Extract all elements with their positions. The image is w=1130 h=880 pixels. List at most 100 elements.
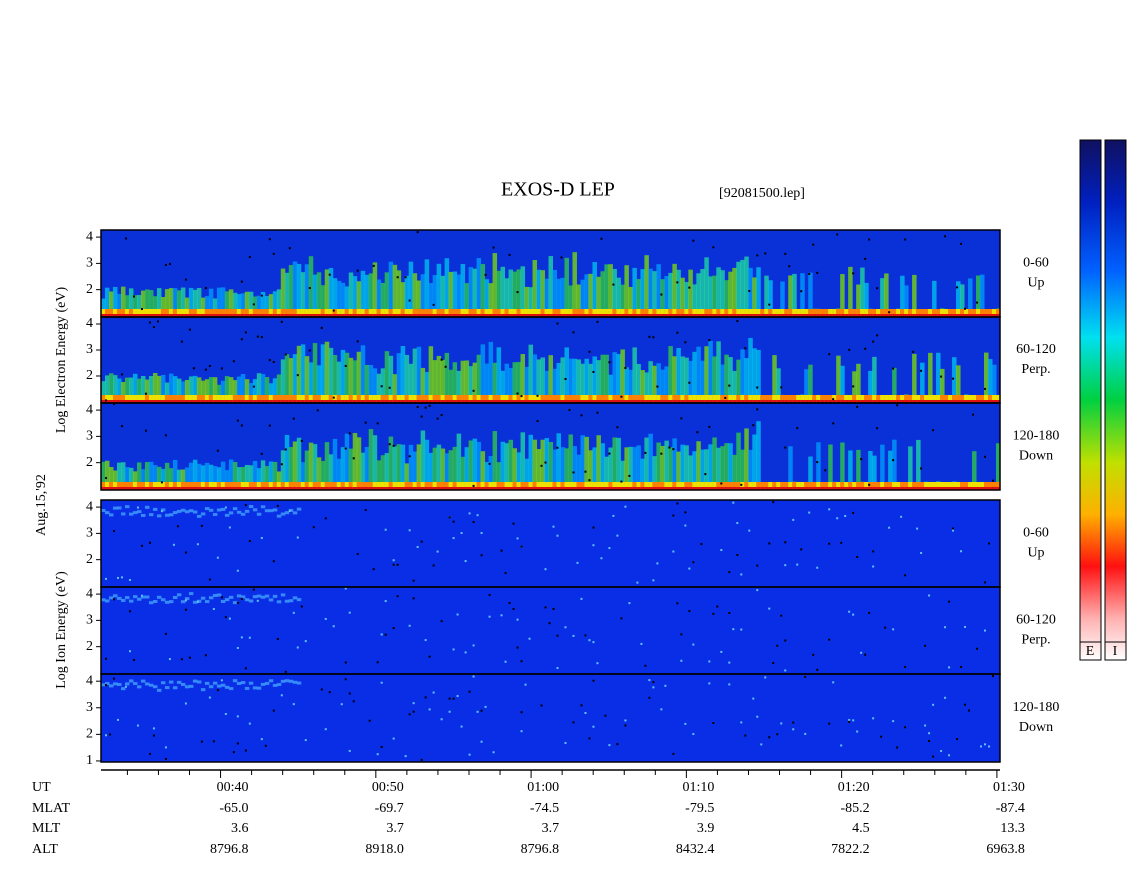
spectrogram-cell bbox=[852, 395, 857, 400]
row-value: 6963.8 bbox=[986, 842, 1025, 857]
spectrogram-cell bbox=[260, 294, 263, 297]
spectrogram-cell bbox=[388, 436, 394, 490]
spectrogram-cell bbox=[116, 482, 122, 487]
spectrogram-cell bbox=[448, 697, 451, 700]
ion-ylabel: Log Ion Energy (eV) bbox=[54, 571, 69, 689]
spectrogram-cell bbox=[956, 286, 959, 289]
spectrogram-cell bbox=[636, 581, 639, 584]
spectrogram-cell bbox=[252, 487, 258, 490]
spectrogram-cell bbox=[904, 574, 907, 577]
spectrogram-cell bbox=[728, 443, 733, 490]
spectrogram-cell bbox=[460, 487, 466, 490]
spectrogram-cell bbox=[768, 400, 773, 403]
spectrogram-cell bbox=[280, 482, 286, 487]
spectrogram-cell bbox=[296, 400, 302, 403]
spectrogram-cell bbox=[460, 456, 466, 490]
spectrogram-cell bbox=[452, 400, 458, 403]
spectrogram-cell bbox=[248, 505, 254, 509]
spectrogram-cell bbox=[424, 487, 430, 490]
spectrogram-cell bbox=[400, 282, 406, 317]
spectrogram-cell bbox=[400, 309, 406, 314]
spectrogram-cell bbox=[964, 703, 967, 706]
spectrogram-cell bbox=[392, 400, 398, 403]
spectrogram-cell bbox=[156, 375, 162, 403]
spectrogram-cell bbox=[192, 289, 198, 317]
spectrogram-cell bbox=[164, 289, 170, 317]
spectrogram-cell bbox=[840, 314, 845, 317]
spectrogram-cell bbox=[292, 417, 295, 420]
spectrogram-cell bbox=[936, 400, 941, 403]
spectrogram-cell bbox=[676, 487, 681, 490]
spectrogram-cell bbox=[592, 526, 595, 529]
spectrogram-cell bbox=[308, 395, 314, 400]
spectrogram-cell bbox=[484, 273, 487, 276]
spectrogram-cell bbox=[340, 349, 346, 403]
spectrogram-cell bbox=[264, 594, 270, 598]
spectrogram-cell bbox=[264, 744, 267, 747]
spectrogram-cell bbox=[280, 314, 286, 317]
spectrogram-cell bbox=[272, 508, 278, 512]
spectrogram-cell bbox=[856, 314, 861, 317]
panel-background bbox=[101, 587, 1000, 674]
panel-label: Up bbox=[1027, 276, 1044, 291]
spectrogram-cell bbox=[652, 365, 657, 403]
spectrogram-cell bbox=[400, 346, 406, 403]
spectrogram-cell bbox=[620, 349, 625, 403]
spectrogram-cell bbox=[472, 389, 475, 392]
spectrogram-cell bbox=[916, 395, 921, 400]
spectrogram-cell bbox=[892, 367, 897, 403]
spectrogram-cell bbox=[172, 314, 178, 317]
spectrogram-cell bbox=[252, 482, 258, 487]
spectrogram-cell bbox=[248, 383, 254, 403]
spectrogram-cell bbox=[648, 309, 653, 314]
spectrogram-cell bbox=[788, 309, 793, 314]
spectrogram-cell bbox=[976, 309, 981, 314]
spectrogram-cell bbox=[764, 482, 769, 487]
spectrogram-cell bbox=[844, 482, 849, 487]
spectrogram-cell bbox=[428, 452, 434, 490]
spectrogram-cell bbox=[848, 450, 853, 490]
spectrogram-cell bbox=[400, 487, 406, 490]
spectrogram-cell bbox=[516, 482, 522, 487]
spectrogram-cell bbox=[992, 309, 997, 314]
spectrogram-cell bbox=[572, 721, 575, 724]
spectrogram-cell bbox=[224, 309, 230, 314]
spectrogram-cell bbox=[236, 601, 239, 604]
spectrogram-cell bbox=[204, 462, 210, 490]
spectrogram-cell bbox=[488, 615, 491, 618]
spectrogram-cell bbox=[552, 395, 557, 400]
spectrogram-cell bbox=[768, 314, 773, 317]
spectrogram-cell bbox=[124, 682, 130, 686]
spectrogram-cell bbox=[308, 400, 314, 403]
spectrogram-cell bbox=[500, 314, 506, 317]
spectrogram-cell bbox=[244, 509, 250, 513]
panel-frame bbox=[100, 402, 1001, 491]
spectrogram-cell bbox=[460, 400, 466, 403]
spectrogram-cell bbox=[332, 396, 335, 399]
spectrogram-cell bbox=[112, 506, 118, 510]
spectrogram-cell bbox=[756, 482, 761, 487]
panel-background bbox=[101, 674, 1000, 762]
spectrogram-cell bbox=[396, 270, 402, 317]
spectrogram-cell bbox=[964, 400, 969, 403]
spectrogram-cell bbox=[708, 682, 711, 685]
spectrogram-cell bbox=[848, 482, 853, 487]
spectrogram-cell bbox=[284, 353, 287, 356]
spectrogram-cell bbox=[768, 542, 771, 545]
spectrogram-cell bbox=[176, 593, 182, 597]
spectrogram-cell bbox=[272, 395, 278, 400]
spectrogram-cell bbox=[396, 395, 402, 400]
spectrogram-cell bbox=[484, 314, 490, 317]
spectrogram-cell bbox=[696, 309, 701, 314]
spectrogram-cell bbox=[928, 309, 933, 314]
spectrogram-cell bbox=[672, 263, 677, 317]
spectrogram-cell bbox=[376, 422, 379, 425]
spectrogram-cell bbox=[816, 395, 821, 400]
spectrogram-cell bbox=[108, 684, 114, 688]
row-value: -85.2 bbox=[840, 801, 869, 816]
spectrogram-cell bbox=[264, 681, 270, 685]
spectrogram-cell bbox=[452, 648, 455, 651]
spectrogram-cell bbox=[152, 599, 158, 603]
spectrogram-cell bbox=[144, 505, 150, 509]
spectrogram-cell bbox=[384, 272, 390, 317]
